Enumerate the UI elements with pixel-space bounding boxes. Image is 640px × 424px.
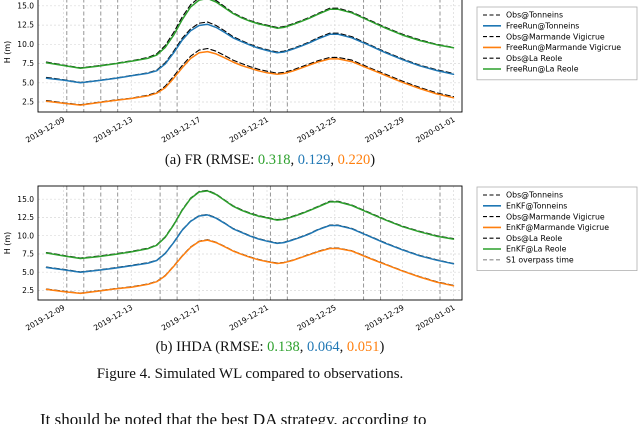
subcaption-b-suffix: ) (379, 339, 385, 355)
subcaption-b-sep1: , (299, 339, 308, 355)
x-tick-label: 2019-12-21 (228, 115, 270, 145)
rmse-b-tonneins: 0.064 (307, 339, 340, 355)
rmse-a-tonneins: 0.129 (297, 152, 331, 168)
x-tick-label: 2019-12-25 (296, 115, 338, 145)
y-tick-label: 5.0 (22, 78, 34, 87)
y-tick-label: 5.0 (22, 268, 34, 277)
y-tick-label: 10.0 (17, 40, 34, 49)
legend-label: FreeRun@Marmande Vigicrue (506, 43, 621, 52)
series-obs-la-reole (45, 0, 455, 69)
x-tick-label: 2019-12-29 (363, 115, 405, 145)
x-tick-label: 2019-12-13 (92, 115, 134, 145)
legend-box (476, 186, 638, 271)
y-tick-label: 10.0 (17, 231, 34, 240)
series-freerun-la-reole (45, 0, 455, 69)
x-tick-label: 2019-12-13 (92, 303, 134, 333)
legend-label: FreeRun@La Reole (506, 65, 579, 74)
subcaption-b-sep2: , (339, 339, 347, 355)
legend-label: Obs@Tonneins (506, 191, 563, 200)
figure-caption: Figure 4. Simulated WL compared to obser… (96, 366, 404, 382)
y-tick-label: 2.5 (22, 286, 34, 295)
x-tick-label: 2019-12-21 (228, 303, 270, 333)
rmse-a-marmande: 0.220 (337, 152, 371, 168)
subcaption-a-prefix: (a) FR (RMSE: (164, 152, 258, 168)
x-tick-label: 2019-12-09 (24, 115, 66, 145)
x-tick-label: 2019-12-09 (24, 303, 66, 333)
x-tick-label: 2019-12-17 (160, 303, 202, 333)
series-obs-marmande-vigicrue (45, 47, 455, 106)
chart-fr: 2.5 5.0 7.5 10.0 12.5 15.0 2019-12-09 2019-12-1… (3, 0, 638, 145)
y-tick-label: 2.5 (22, 98, 34, 107)
x-tick-label: 2019-12-29 (363, 303, 405, 333)
x-tick-label: 2020-01-01 (414, 303, 456, 333)
rmse-b-marmande: 0.051 (346, 339, 380, 355)
y-tick-label: 15.0 (17, 1, 34, 10)
y-axis-label: H (m) (3, 41, 12, 64)
x-tick-label: 2020-01-01 (414, 115, 456, 145)
legend-label: FreeRun@Tonneins (506, 22, 579, 31)
y-tick-label: 15.0 (17, 195, 34, 204)
series-enkf-marmande-vigicrue (45, 239, 455, 295)
legend-label: S1 overpass time (506, 256, 574, 265)
legend-label: Obs@La Reole (506, 234, 562, 243)
series-freerun-marmande-vigicrue (45, 50, 455, 106)
legend-label: Obs@Tonneins (506, 11, 563, 20)
legend-label: Obs@Marmande Vigicrue (506, 212, 605, 221)
x-tick-label: 2019-12-25 (296, 303, 338, 333)
subcaption-a-sep1: , (290, 152, 298, 168)
x-tick-label: 2019-12-17 (160, 115, 202, 145)
subcaption-a-sep2: , (330, 152, 338, 168)
y-tick-label: 7.5 (22, 59, 34, 68)
y-axis-label: H (m) (3, 232, 12, 255)
legend-box (476, 6, 638, 81)
rmse-b-lareole: 0.138 (267, 339, 300, 355)
y-tick-label: 12.5 (17, 213, 34, 222)
legend-label: Obs@La Reole (506, 54, 562, 63)
legend-label: EnKF@La Reole (506, 245, 567, 254)
legend-label: EnKF@Tonneins (506, 202, 567, 211)
plot-border (37, 185, 463, 301)
y-tick-label: 7.5 (22, 250, 34, 259)
body-text-clipped: It should be noted that the best DA stra… (40, 410, 427, 424)
legend-label: EnKF@Marmande Vigicrue (506, 223, 609, 232)
rmse-a-lareole: 0.318 (257, 152, 291, 168)
series-enkf-la-reole (45, 190, 455, 260)
subcaption-a: (a) FR (RMSE: 0.318, 0.129, 0.220) (0, 152, 540, 169)
legend-label: Obs@Marmande Vigicrue (506, 32, 605, 41)
subcaption-b-prefix: (b) IHDA (RMSE: (155, 339, 268, 355)
y-tick-label: 12.5 (17, 21, 34, 30)
series-obs-la-reole (45, 189, 455, 259)
series-freerun-tonneins (45, 23, 455, 84)
plot-border (37, 0, 463, 113)
subcaption-a-suffix: ) (370, 152, 376, 168)
subcaption-b: (b) IHDA (RMSE: 0.138, 0.064, 0.051) (0, 339, 540, 356)
chart-ihda: 2.5 5.0 7.5 10.0 12.5 15.0 2019-12-09 2019-12-1… (3, 185, 638, 333)
series-enkf-tonneins (45, 214, 455, 273)
